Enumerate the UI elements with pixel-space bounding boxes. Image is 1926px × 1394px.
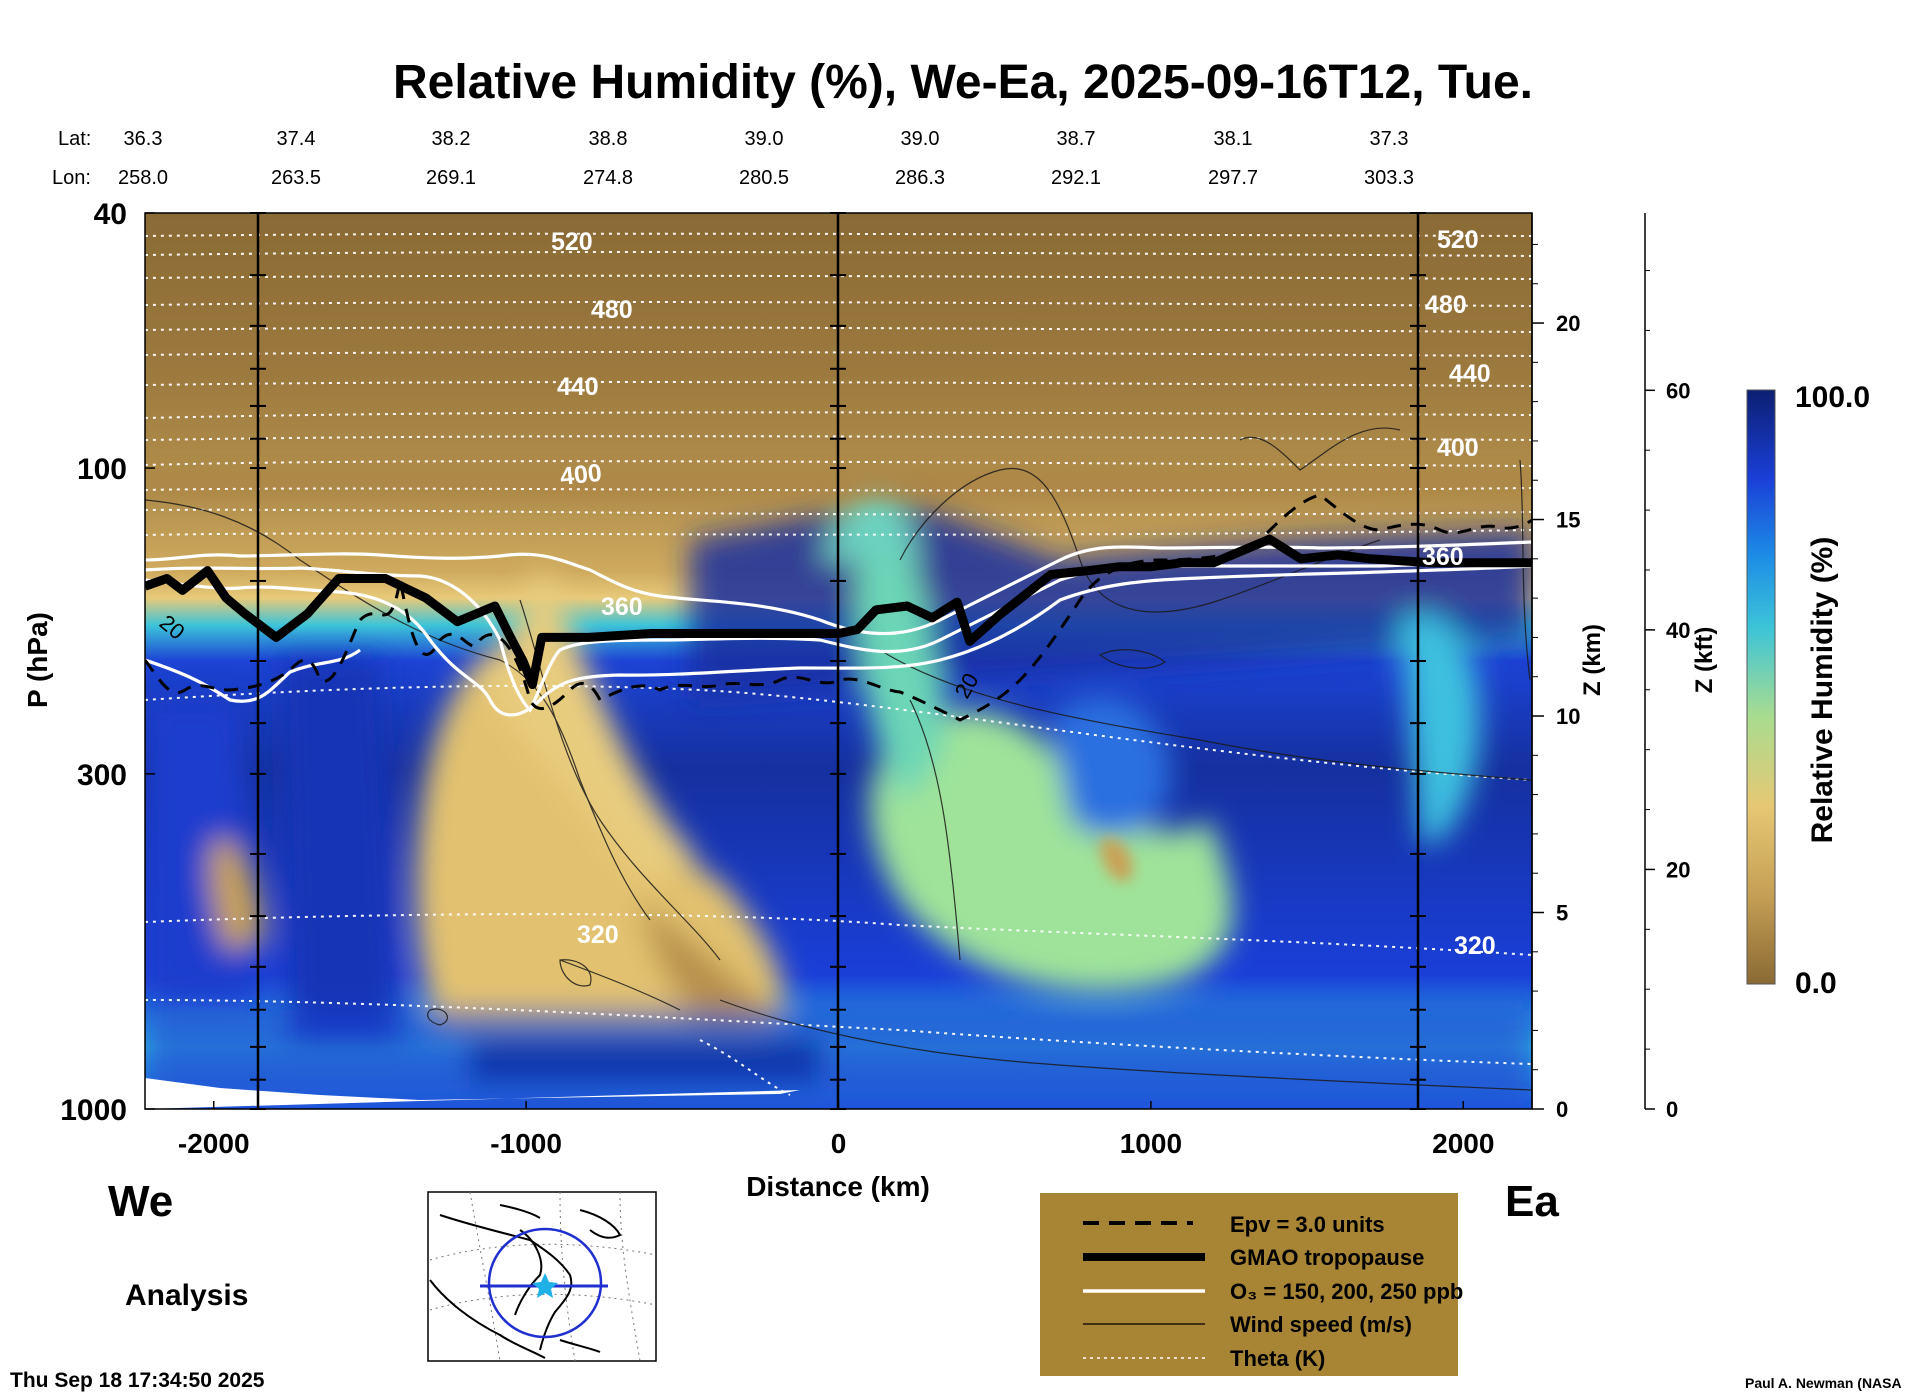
x-tick-label: -1000 [490, 1128, 562, 1159]
x-tick-label: 0 [831, 1128, 847, 1159]
x-axis-label: Distance (km) [746, 1171, 930, 1202]
west-label: We [108, 1177, 173, 1226]
colorbar-max-label: 100.0 [1795, 381, 1870, 414]
legend-ozone: O₃ = 150, 200, 250 ppb [1230, 1279, 1463, 1304]
lat-value: 38.1 [1214, 128, 1253, 150]
theta-label-520-left: 520 [551, 228, 593, 256]
theta-label-480-left: 480 [591, 296, 633, 324]
theta-label-400-left: 400 [559, 459, 603, 491]
lon-value: 303.3 [1364, 167, 1414, 189]
lat-value: 39.0 [745, 128, 784, 150]
lon-value: 292.1 [1051, 167, 1101, 189]
z-km-axis: 0 5 10 15 20 Z (km) [1531, 213, 1606, 1122]
y-axis-label: P (hPa) [22, 612, 53, 708]
lat-value: 39.0 [901, 128, 940, 150]
legend: Epv = 3.0 units GMAO tropopause O₃ = 150… [1040, 1193, 1463, 1376]
theta-label-320-left: 320 [577, 921, 619, 949]
analysis-label: Analysis [125, 1279, 248, 1312]
theta-label-360-left: 360 [601, 593, 643, 621]
theta-contours [145, 232, 1532, 1096]
y-tick-label: 300 [77, 759, 127, 792]
legend-tropopause: GMAO tropopause [1230, 1245, 1424, 1270]
chart-title: Relative Humidity (%), We-Ea, 2025-09-16… [393, 56, 1533, 109]
distance-axis: -2000 -1000 0 1000 2000 Distance (km) [178, 1101, 1494, 1202]
inset-map [427, 1191, 657, 1362]
lon-label: Lon: [52, 167, 91, 189]
lon-value: 263.5 [271, 167, 321, 189]
tropopause-line [145, 534, 1532, 690]
colorbar-gradient [1746, 389, 1776, 985]
theta-label-440-left: 440 [557, 373, 599, 401]
pressure-axis: 40 100 300 1000 P (hPa) [22, 198, 155, 1127]
colorbar-title: Relative Humidity (%) [1806, 537, 1839, 844]
legend-epv: Epv = 3.0 units [1230, 1212, 1385, 1237]
theta-label-400-right: 400 [1437, 434, 1479, 462]
lat-value: 38.7 [1057, 128, 1096, 150]
lat-label: Lat: [58, 128, 91, 150]
lon-value: 274.8 [583, 167, 633, 189]
z-kft-axis: 0 20 40 60 Z (kft) [1644, 213, 1718, 1122]
z-kft-tick-label: 20 [1666, 857, 1690, 882]
theta-contour-labels: 520 520 480 480 440 440 400 400 360 360 … [551, 226, 1496, 960]
y-tick-label: 40 [94, 198, 127, 231]
ozone-contours [145, 540, 1532, 717]
colorbar: 100.0 0.0 Relative Humidity (%) [1746, 381, 1870, 1000]
y-tick-label: 100 [77, 453, 127, 486]
z-kft-tick-label: 0 [1666, 1097, 1678, 1122]
z-kft-label: Z (kft) [1691, 627, 1718, 694]
lat-lon-values: 36.3 258.0 37.4 263.5 38.2 269.1 38.8 274.8 39.0… [118, 128, 1414, 189]
z-kft-tick-label: 40 [1666, 618, 1690, 643]
lat-value: 37.3 [1370, 128, 1409, 150]
x-tick-label: 1000 [1120, 1128, 1182, 1159]
z-kft-tick-label: 60 [1666, 378, 1690, 403]
legend-theta: Theta (K) [1230, 1346, 1325, 1371]
x-tick-label: -2000 [178, 1128, 250, 1159]
z-km-label: Z (km) [1579, 624, 1606, 696]
z-km-tick-label: 0 [1556, 1097, 1568, 1122]
colorbar-min-label: 0.0 [1795, 967, 1837, 1000]
y-tick-label: 1000 [60, 1094, 127, 1127]
theta-label-440-right: 440 [1449, 360, 1491, 388]
legend-wind: Wind speed (m/s) [1230, 1312, 1412, 1337]
credit: Paul A. Newman (NASA [1745, 1375, 1902, 1391]
lon-value: 297.7 [1208, 167, 1258, 189]
z-km-tick-label: 15 [1556, 508, 1580, 533]
lat-value: 38.2 [432, 128, 471, 150]
lon-value: 280.5 [739, 167, 789, 189]
lon-value: 269.1 [426, 167, 476, 189]
lon-value: 286.3 [895, 167, 945, 189]
z-km-tick-label: 5 [1556, 901, 1568, 926]
x-tick-label: 2000 [1432, 1128, 1494, 1159]
timestamp: Thu Sep 18 17:34:50 2025 [10, 1369, 265, 1392]
z-km-tick-label: 20 [1556, 311, 1580, 336]
theta-label-480-right: 480 [1425, 291, 1467, 319]
theta-label-360-right: 360 [1422, 543, 1464, 571]
lat-value: 37.4 [277, 128, 316, 150]
lat-value: 38.8 [589, 128, 628, 150]
epv-contour [145, 493, 1532, 722]
z-km-tick-label: 10 [1556, 704, 1580, 729]
theta-label-320-right: 320 [1454, 932, 1496, 960]
east-label: Ea [1505, 1177, 1559, 1226]
lon-value: 258.0 [118, 167, 168, 189]
lat-value: 36.3 [124, 128, 163, 150]
theta-label-520-right: 520 [1437, 226, 1479, 254]
